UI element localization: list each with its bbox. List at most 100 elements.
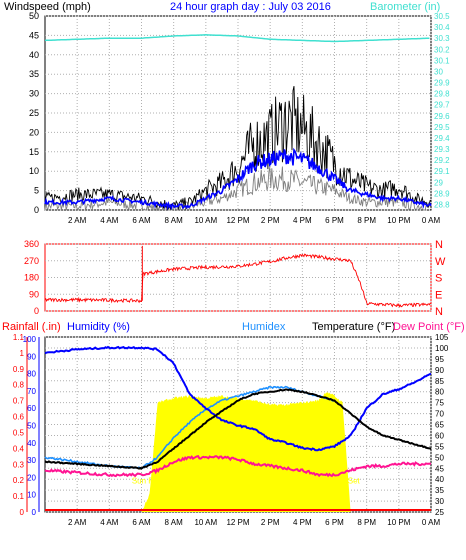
- y2-tick-label: 30.4: [434, 23, 450, 32]
- x-tick-label: 10 PM: [387, 216, 410, 225]
- rain-tick-label: 0.4: [13, 444, 25, 453]
- solar-area: [141, 392, 351, 512]
- rain-tick-label: 1: [20, 349, 25, 358]
- dewpoint-axis-title: Dew Point (°F): [393, 321, 465, 333]
- x-tick-label: 10 PM: [387, 518, 410, 527]
- sunset-label: Sun Set: [331, 477, 360, 486]
- y2-tick-label: 29: [434, 178, 443, 187]
- temp-tick-label: 65: [435, 421, 444, 430]
- x-tick-label: 4 AM: [100, 518, 119, 527]
- rain-tick-label: 0.3: [13, 460, 25, 469]
- temp-tick-label: 30: [435, 497, 444, 506]
- y2-tick-label: 29.7: [434, 101, 450, 110]
- x-tick-label: 12 PM: [226, 518, 249, 527]
- x-tick-label: 8 PM: [357, 518, 376, 527]
- humidity-tick-label: 60: [27, 404, 36, 413]
- y-tick-label: 360: [24, 239, 39, 249]
- x-tick-label: 6 AM: [132, 518, 151, 527]
- temp-tick-label: 105: [435, 333, 449, 342]
- x-tick-label: 0 AM: [422, 216, 441, 225]
- wind-barometer-panel: 0 5 10 15 20 25 30 35 40 45 50 28.8 28.9 29 29.1 29.2 29…: [29, 11, 450, 225]
- temp-tick-label: 100: [435, 344, 449, 353]
- temp-tick-label: 90: [435, 366, 444, 375]
- y2-tick-label: 30.5: [434, 12, 450, 21]
- y-tick-label: 5: [34, 186, 39, 196]
- x-tick-label: 12 PM: [226, 216, 249, 225]
- humidity-tick-label: 30: [27, 456, 36, 465]
- compass-label: E: [435, 289, 442, 301]
- humidity-axis-title: Humidity (%): [67, 321, 130, 333]
- compass-label: W: [435, 256, 446, 268]
- x-tick-label: 2 AM: [68, 216, 87, 225]
- x-tick-label: 10 AM: [194, 518, 217, 527]
- y-tick-label: 35: [29, 69, 39, 79]
- humidity-tick-label: 90: [27, 352, 36, 361]
- temp-tick-label: 35: [435, 486, 444, 495]
- y-tick-label: 20: [29, 127, 39, 137]
- temperature-line: [44, 388, 432, 470]
- humidity-tick-label: 100: [23, 335, 37, 344]
- rain-tick-label: 0.1: [13, 492, 25, 501]
- rainfall-axis-title: Rainfall (.in): [2, 321, 61, 333]
- y-tick-label: 270: [24, 256, 39, 266]
- y2-tick-label: 30.2: [434, 45, 450, 54]
- x-tick-label: 2 PM: [261, 518, 280, 527]
- temp-tick-label: 45: [435, 464, 444, 473]
- x-tick-label: 6 PM: [325, 518, 344, 527]
- y2-tick-label: 29.9: [434, 79, 450, 88]
- y2-tick-label: 29.4: [434, 134, 450, 143]
- y2-tick-label: 29.6: [434, 112, 450, 121]
- y-tick-label: 180: [24, 273, 39, 283]
- y-tick-label: 0: [34, 205, 39, 215]
- temp-tick-label: 85: [435, 377, 444, 386]
- y-tick-label: 90: [29, 289, 39, 299]
- rain-tick-label: 0.8: [13, 381, 25, 390]
- humidity-tick-label: 0: [32, 508, 37, 517]
- y-tick-label: 15: [29, 147, 39, 157]
- rain-tick-label: 0.2: [13, 476, 25, 485]
- barometer-axis-title: Barometer (in): [370, 1, 440, 13]
- windspeed-axis-title: Windspeed (mph): [4, 1, 91, 13]
- temp-tick-label: 60: [435, 431, 444, 440]
- wind-avg-line: [44, 147, 432, 211]
- temp-tick-label: 55: [435, 442, 444, 451]
- y-tick-label: 50: [29, 11, 39, 21]
- humidex-line: [44, 385, 336, 470]
- x-tick-label: 2 AM: [68, 518, 87, 527]
- humidity-tick-label: 70: [27, 387, 36, 396]
- y2-tick-label: 29.2: [434, 156, 450, 165]
- x-tick-label: 6 PM: [325, 216, 344, 225]
- temp-tick-label: 25: [435, 508, 444, 517]
- rain-tick-label: 0.7: [13, 397, 25, 406]
- x-tick-label: 4 PM: [293, 518, 312, 527]
- x-tick-label: 4 PM: [293, 216, 312, 225]
- temp-tick-label: 50: [435, 453, 444, 462]
- temp-tick-label: 70: [435, 410, 444, 419]
- y2-tick-label: 28.8: [434, 200, 450, 209]
- humidity-tick-label: 40: [27, 439, 36, 448]
- y2-tick-label: 29.3: [434, 145, 450, 154]
- temp-tick-label: 75: [435, 399, 444, 408]
- x-tick-label: 8 PM: [357, 216, 376, 225]
- y2-tick-label: 29.5: [434, 123, 450, 132]
- barometer-line: [44, 34, 430, 43]
- x-tick-label: 0 AM: [422, 518, 441, 527]
- wind-speed-line: [44, 166, 432, 212]
- y2-tick-label: 30.1: [434, 56, 450, 65]
- x-tick-label: 8 AM: [165, 518, 184, 527]
- compass-label: S: [435, 273, 442, 285]
- dewpoint-line: [44, 454, 432, 478]
- y2-tick-label: 29.1: [434, 167, 450, 176]
- y-tick-label: 30: [29, 89, 39, 99]
- compass-label: N: [435, 239, 443, 251]
- temp-tick-label: 40: [435, 475, 444, 484]
- humidity-tick-label: 20: [27, 473, 36, 482]
- rain-tick-label: 0.6: [13, 413, 25, 422]
- y2-tick-label: 29.8: [434, 90, 450, 99]
- humidity-line: [44, 345, 432, 452]
- wind-direction-line: [44, 253, 431, 308]
- x-tick-label: 4 AM: [100, 216, 119, 225]
